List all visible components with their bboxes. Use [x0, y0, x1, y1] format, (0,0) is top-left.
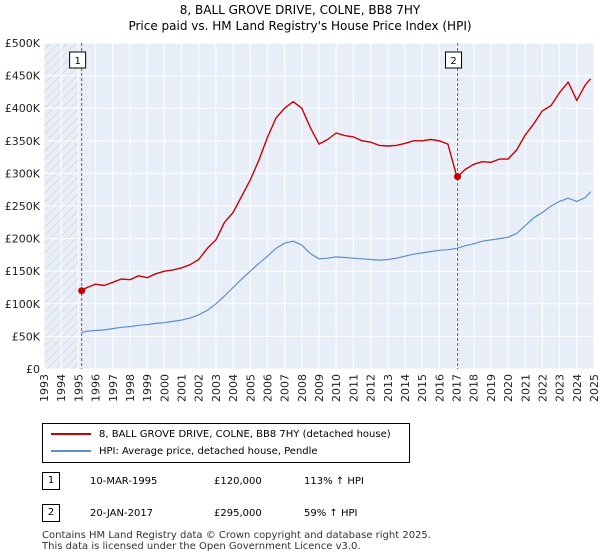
- transaction-badge: 2: [42, 504, 60, 522]
- transaction-label: 1: [74, 56, 80, 67]
- transaction-point: [454, 173, 462, 181]
- x-tick-label: 2019: [485, 374, 498, 402]
- legend: 8, BALL GROVE DRIVE, COLNE, BB8 7HY (det…: [42, 423, 410, 463]
- x-tick-label: 1994: [55, 374, 68, 402]
- x-tick-label: 2011: [347, 374, 360, 402]
- x-tick-label: 2021: [519, 374, 532, 402]
- x-tick-label: 2018: [468, 374, 481, 402]
- chart-title: 8, BALL GROVE DRIVE, COLNE, BB8 7HY Pric…: [0, 2, 600, 34]
- y-tick-label: £200K: [5, 233, 41, 246]
- legend-label-property: 8, BALL GROVE DRIVE, COLNE, BB8 7HY (det…: [99, 429, 391, 440]
- hpi-line: [81, 191, 592, 334]
- x-tick-label: 2012: [365, 374, 378, 402]
- y-tick-label: £500K: [5, 37, 41, 50]
- transaction-label-box: [445, 51, 463, 69]
- y-tick-label: £450K: [5, 70, 41, 83]
- transaction-price: £295,000: [214, 508, 262, 519]
- x-tick-label: 2001: [176, 374, 189, 402]
- x-tick-label: 2014: [399, 374, 412, 402]
- x-tick-label: 2024: [571, 374, 584, 402]
- y-tick-label: £100K: [5, 298, 41, 311]
- transaction-label: 2: [450, 56, 456, 67]
- gridlines: [43, 42, 595, 370]
- legend-swatch-property: [51, 433, 91, 435]
- x-tick-label: 2005: [244, 374, 257, 402]
- legend-label-hpi: HPI: Average price, detached house, Pend…: [99, 446, 318, 457]
- y-axis-ticks: £0 £50K £100K £150K £200K £250K £300K £350K £400…: [5, 37, 41, 376]
- x-tick-label: 1998: [124, 374, 137, 402]
- y-tick-label: £300K: [5, 167, 41, 180]
- x-tick-label: 2023: [554, 374, 567, 402]
- x-tick-label: 2013: [382, 374, 395, 402]
- x-tick-label: 2022: [536, 374, 549, 402]
- transaction-point: [78, 287, 86, 295]
- y-tick-label: £400K: [5, 102, 41, 115]
- transaction-points: [78, 173, 462, 295]
- footer-licence: This data is licensed under the Open Gov…: [42, 541, 361, 552]
- legend-item-property: 8, BALL GROVE DRIVE, COLNE, BB8 7HY (det…: [51, 427, 391, 443]
- x-tick-label: 2002: [193, 374, 206, 402]
- y-tick-label: £50K: [12, 330, 41, 343]
- transaction-hpi: 59% ↑ HPI: [304, 508, 358, 519]
- x-tick-label: 1995: [72, 374, 85, 402]
- x-tick-label: 2006: [261, 374, 274, 402]
- transaction-label-box: [69, 51, 87, 69]
- x-tick-label: 2017: [451, 374, 464, 402]
- y-tick-label: £350K: [5, 135, 41, 148]
- transaction-date: 20-JAN-2017: [90, 508, 154, 519]
- y-tick-label: £0: [26, 363, 40, 376]
- legend-swatch-hpi: [51, 450, 91, 452]
- transaction-markers: [81, 43, 459, 369]
- x-tick-label: 1993: [38, 374, 51, 402]
- x-tick-label: 1996: [90, 374, 103, 402]
- x-axis-ticks: 1993 1994 1995 1996 1997 1998 1999 2000 2001 2002…: [38, 374, 600, 402]
- x-tick-label: 2025: [588, 374, 600, 402]
- x-tick-label: 2020: [502, 374, 515, 402]
- series-layer: [81, 78, 592, 334]
- footer: Contains HM Land Registry data © Crown c…: [42, 530, 431, 552]
- y-tick-label: £250K: [5, 200, 41, 213]
- legend-item-hpi: HPI: Average price, detached house, Pend…: [51, 444, 318, 460]
- property-price-line: [81, 78, 592, 292]
- x-tick-label: 1999: [141, 374, 154, 402]
- x-tick-label: 2010: [330, 374, 343, 402]
- x-tick-label: 2000: [158, 374, 171, 402]
- chart-title-text: 8, BALL GROVE DRIVE, COLNE, BB8 7HY: [179, 3, 421, 17]
- transaction-hpi: 113% ↑ HPI: [304, 476, 364, 487]
- transaction-date: 10-MAR-1995: [90, 476, 158, 487]
- x-tick-label: 2015: [416, 374, 429, 402]
- footer-copyright: Contains HM Land Registry data © Crown c…: [42, 530, 431, 541]
- y-tick-label: £150K: [5, 265, 41, 278]
- x-tick-label: 2009: [313, 374, 326, 402]
- transaction-price: £120,000: [214, 476, 262, 487]
- x-tick-label: 2007: [279, 374, 292, 402]
- transaction-badge: 1: [42, 472, 60, 490]
- x-tick-label: 2008: [296, 374, 309, 402]
- x-tick-label: 2016: [433, 374, 446, 402]
- x-tick-label: 2004: [227, 374, 240, 402]
- x-tick-label: 1997: [107, 374, 120, 402]
- x-tick-label: 2003: [210, 374, 223, 402]
- chart-subtitle: Price paid vs. HM Land Registry's House …: [128, 19, 472, 33]
